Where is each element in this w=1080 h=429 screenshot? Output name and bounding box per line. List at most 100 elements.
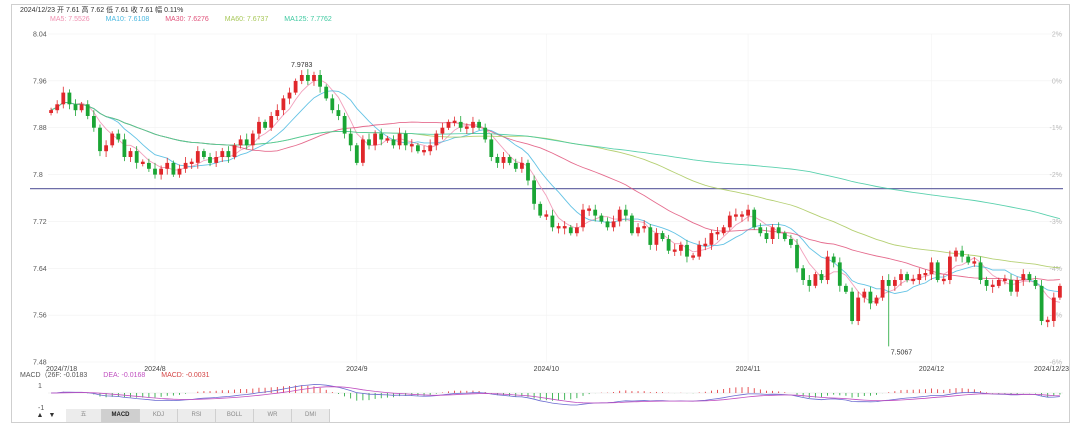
x-tick-label: 2024/8 [144,366,166,373]
candle-body [648,227,653,245]
candle-body [935,262,940,280]
header-change: 幅 0.11% [155,7,184,14]
tab-rsi[interactable]: RSI [178,409,216,422]
tab-wr[interactable]: WR [254,409,292,422]
candle-body [1051,297,1056,321]
candle-body [923,273,928,276]
candle-body [905,274,909,280]
header-open: 开 7.61 [57,7,80,14]
candle-body [134,151,139,163]
candle-body [899,274,903,280]
candle-body [354,145,359,163]
candle-body [929,262,934,275]
candle-body [397,133,402,146]
x-tick-label: 2024/12/23 [1034,366,1069,373]
candle-body [293,80,298,93]
candle-body [440,127,445,134]
candle-body [660,233,665,239]
macd-tick-top: 1 [38,383,42,390]
tab-boll[interactable]: BOLL [216,409,254,422]
tab-dmi[interactable]: DMI [292,409,330,422]
candle-body [691,255,695,258]
annotation-high: 7.9783 [291,62,313,69]
candle-body [685,244,689,257]
y-tick-label: 7.56 [33,313,47,320]
tab-kdj[interactable]: KDJ [140,409,178,422]
candle-body [92,116,96,128]
candle-body [147,162,151,169]
scroll-up-button[interactable]: ▲ [36,412,44,419]
candle-body [312,75,316,81]
y-tick-label: 7.72 [33,219,47,226]
candle-body [128,151,133,157]
candle-body [538,203,543,216]
candle-body [764,233,769,239]
candle-body [837,262,842,286]
candle-body [697,244,702,257]
candle-body [954,250,958,257]
candle-body [1003,278,1007,282]
candle-body [263,121,267,128]
candle-body [886,280,891,286]
candle-body [458,121,463,128]
ma125-label: MA125: 7.7762 [284,16,332,23]
candle-body [348,133,353,146]
pct-tick-label: -2% [1050,172,1062,179]
candle-body [379,133,384,140]
candle-body [532,180,536,204]
candle-body [373,133,377,146]
candle-body [868,291,873,304]
candle-body [734,214,738,217]
macd-diff-label: MACD（26F: -0.0183 [20,372,88,379]
scroll-down-button[interactable]: ▼ [48,412,56,419]
candle-body [446,121,451,128]
candle-body [893,280,897,286]
tab-none[interactable]: 五 [66,409,102,422]
candle-body [642,226,647,229]
x-tick-label: 2024/11 [736,366,761,373]
candle-body [770,227,775,239]
candle-body [544,214,549,217]
candle-body [1015,280,1019,292]
candle-body [67,92,72,105]
candle-body [715,232,720,235]
ma30-label: MA30: 7.6276 [165,16,209,23]
annotation-low: 7.5067 [891,349,913,356]
candle-body [183,162,188,169]
candle-body [581,209,585,228]
pct-tick-label: -5% [1050,313,1062,320]
candle-body [617,209,622,222]
candle-body [61,92,66,105]
macd-dea-line [51,386,1060,404]
candle-body [599,215,604,222]
candle-body [122,139,127,157]
candle-body [361,139,365,163]
candle-body [513,162,518,169]
candle-body [208,157,212,163]
macd-dea-label: DEA: -0.0168 [103,372,146,379]
candle-body [605,221,610,228]
candle-body [55,104,60,111]
candle-body [813,274,818,286]
candle-body [782,233,787,239]
ma60-line [50,101,1060,269]
candle-body [98,127,102,152]
candle-body [342,116,347,134]
y-tick-label: 7.8 [33,172,43,179]
candle-body [318,75,322,87]
tab-macd[interactable]: MACD [102,409,140,422]
y-tick-label: 8.04 [33,32,47,39]
candle-body [587,208,591,211]
candle-body [996,280,1001,286]
ma5-label: MA5: 7.5526 [50,16,90,23]
macd-hist-label: MACD: -0.0031 [161,372,210,379]
candle-body [575,227,579,234]
candle-body [795,244,799,269]
ohlc-header: 2024/12/23 开 7.61 高 7.62 低 7.61 收 7.61 幅… [20,7,183,15]
x-tick-label: 2024/10 [534,366,559,373]
candle-body [562,226,567,229]
pct-tick-label: 0% [1052,78,1062,85]
macd-tick-bottom: -1 [38,405,45,412]
ma60-label: MA60: 7.6737 [224,16,269,23]
pct-tick-label: -6% [1050,360,1062,367]
